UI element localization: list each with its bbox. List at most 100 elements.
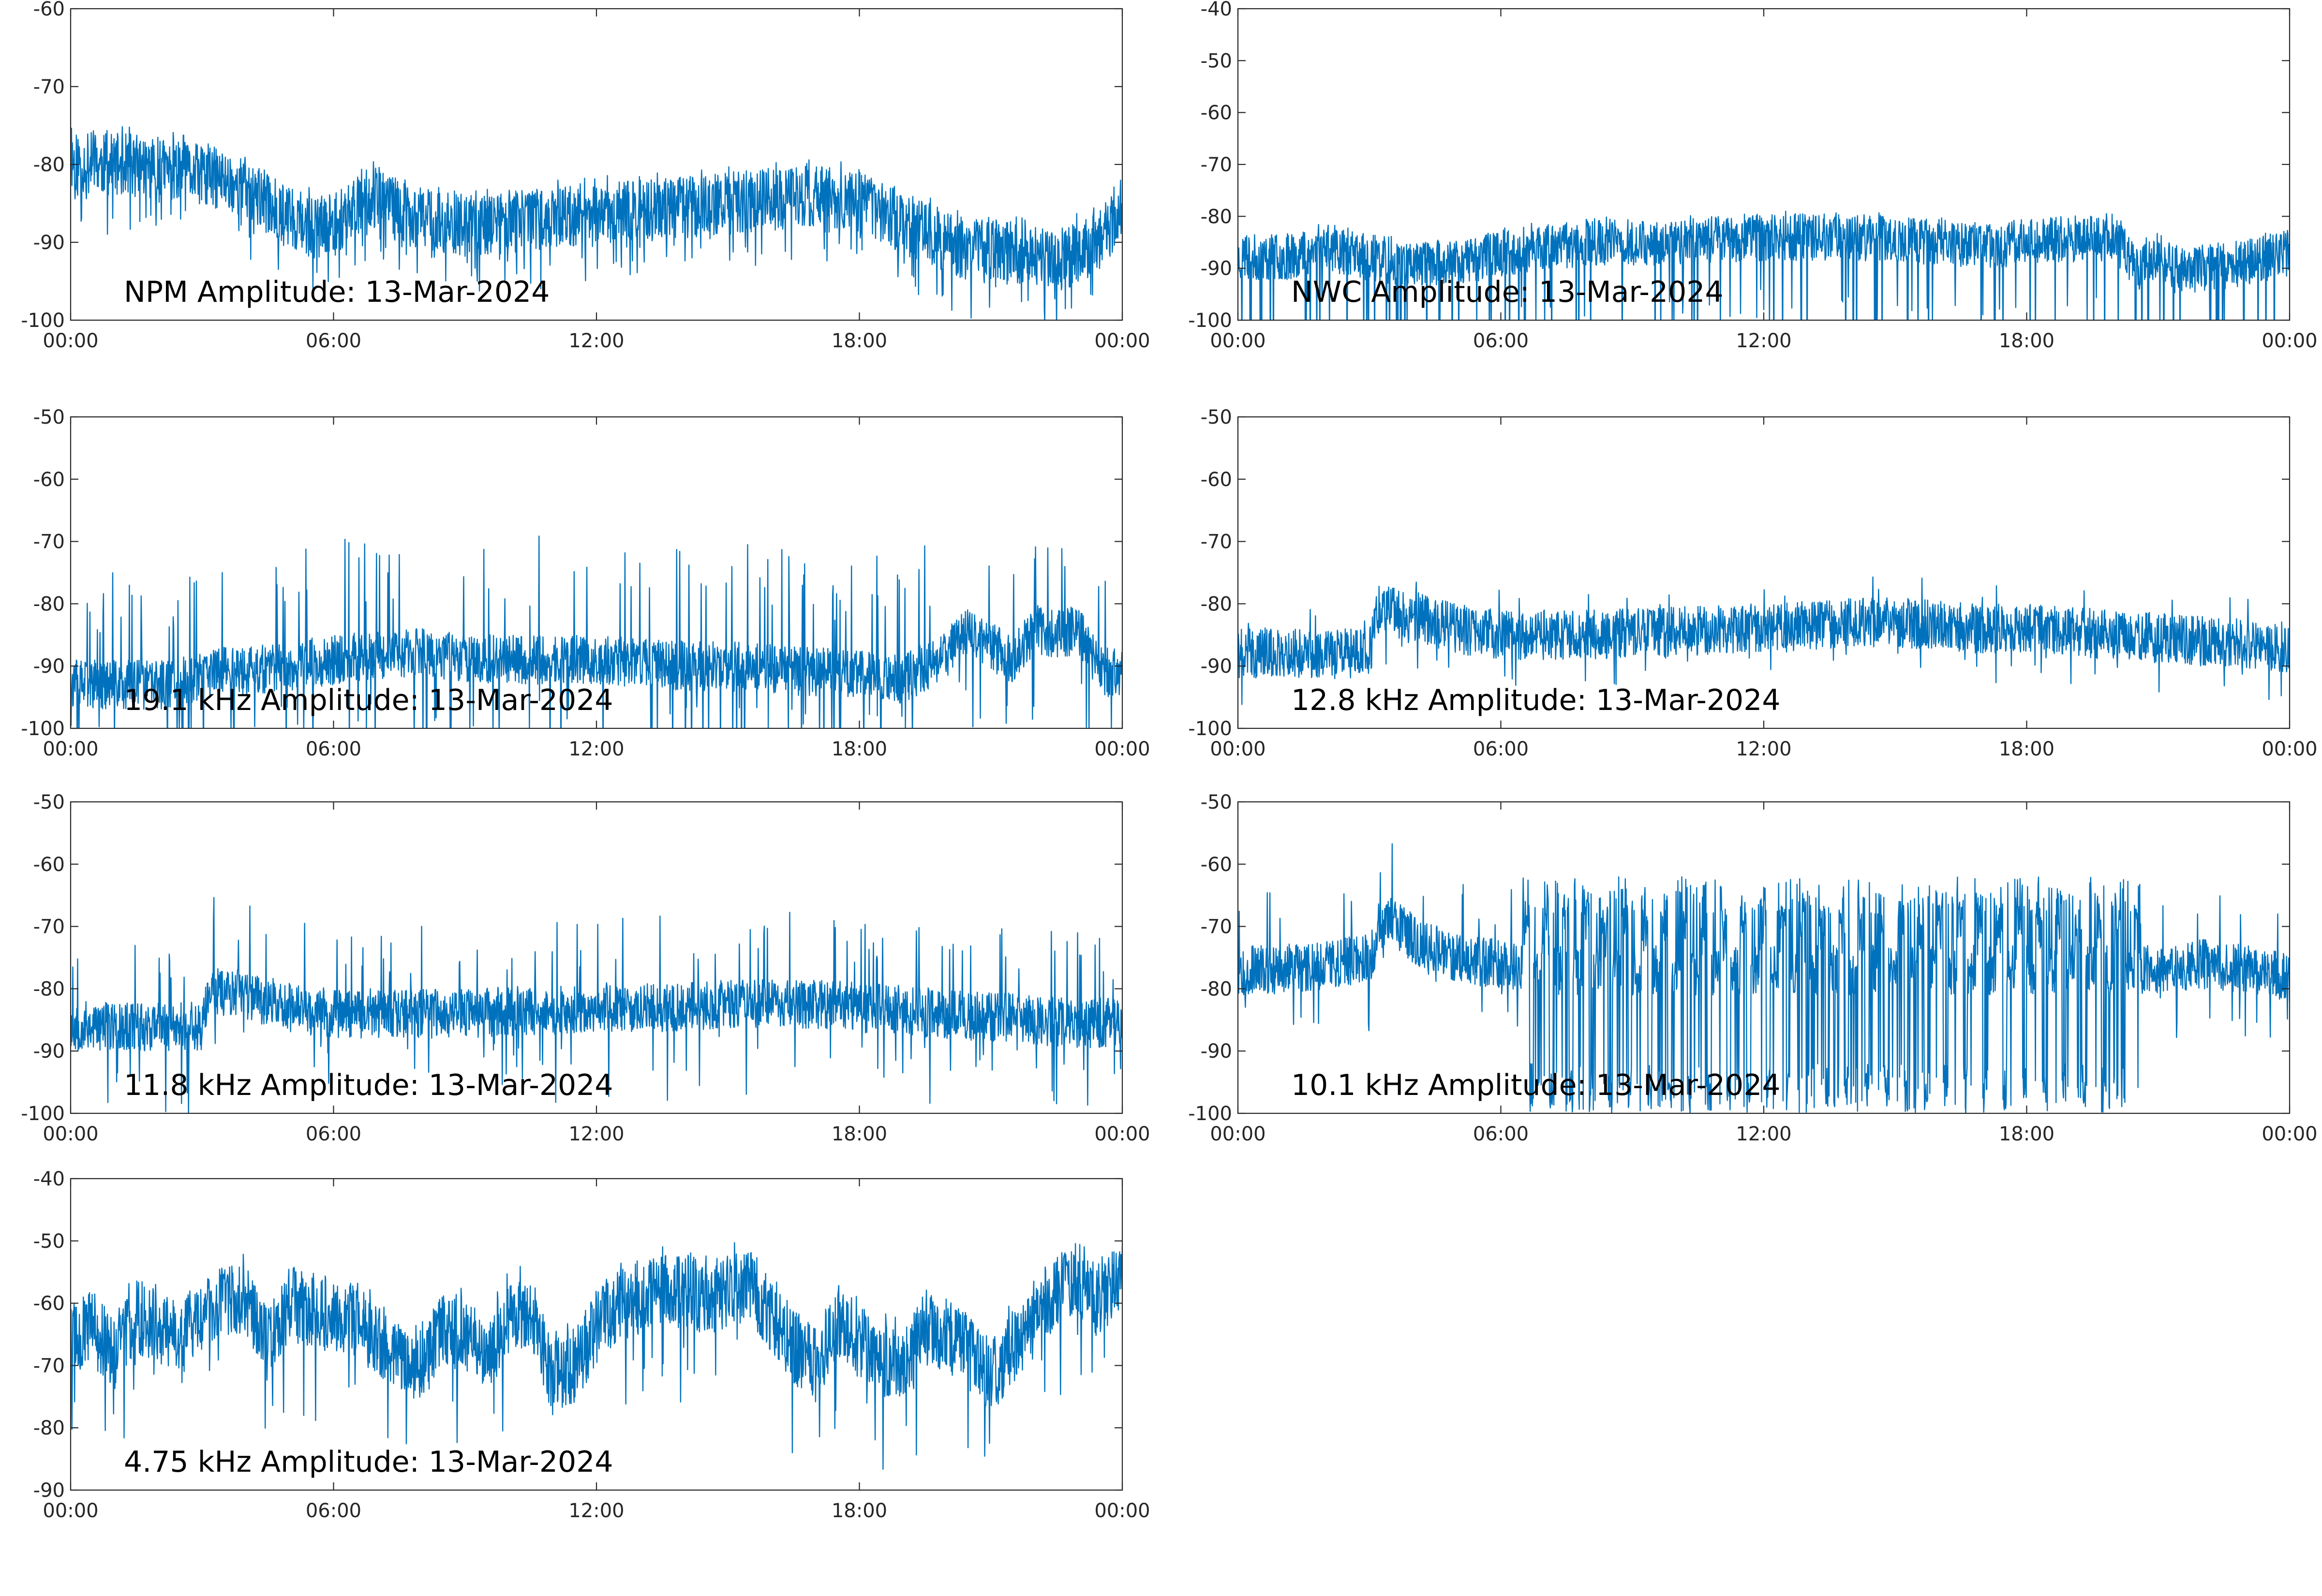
y-tick-label: -100	[1188, 1103, 1232, 1125]
y-tick-label: -80	[33, 978, 65, 1000]
x-tick-label: 12:00	[568, 1123, 624, 1145]
x-tick-label: 00:00	[2262, 330, 2317, 352]
x-tick-label: 06:00	[1473, 1123, 1529, 1145]
y-tick-label: -60	[1201, 854, 1232, 876]
y-tick-label: -60	[33, 854, 65, 876]
y-tick-label: -70	[33, 531, 65, 553]
y-tick-label: -100	[1188, 310, 1232, 332]
y-tick-label: -60	[1201, 469, 1232, 491]
series-line	[1238, 210, 2290, 320]
y-tick-label: -70	[1201, 154, 1232, 176]
x-tick-label: 00:00	[1210, 330, 1265, 352]
y-tick-label: -90	[33, 1040, 65, 1063]
y-tick-label: -70	[33, 1355, 65, 1377]
x-tick-label: 18:00	[832, 1500, 887, 1522]
y-tick-label: -50	[1201, 406, 1232, 429]
x-tick-label: 12:00	[568, 330, 624, 352]
y-tick-label: -70	[1201, 916, 1232, 938]
y-tick-label: -80	[1201, 206, 1232, 228]
panel-title: 11.8 kHz Amplitude: 13-Mar-2024	[124, 1068, 613, 1102]
series-line	[71, 1242, 1122, 1470]
x-tick-label: 00:00	[43, 1500, 98, 1522]
y-tick-label: -50	[33, 1230, 65, 1253]
x-tick-label: 00:00	[1094, 738, 1150, 760]
x-tick-label: 00:00	[43, 330, 98, 352]
x-tick-label: 06:00	[306, 1123, 361, 1145]
chart-panel-5: -100 -90 -80 -70 -60 -50 00:00 06:00 12:00 18:00 0…	[21, 791, 1150, 1145]
y-tick-label: -100	[1188, 718, 1232, 740]
y-tick-label: -90	[1201, 258, 1232, 280]
x-tick-label: 18:00	[832, 330, 887, 352]
y-tick-label: -60	[33, 1293, 65, 1315]
x-tick-label: 00:00	[2262, 738, 2317, 760]
x-tick-label: 06:00	[306, 1500, 361, 1522]
y-tick-label: -70	[1201, 531, 1232, 553]
x-tick-label: 18:00	[1999, 1123, 2054, 1145]
x-tick-label: 00:00	[1210, 738, 1265, 760]
y-tick-label: -50	[33, 406, 65, 429]
y-tick-label: -80	[33, 154, 65, 176]
x-tick-label: 00:00	[1094, 1123, 1150, 1145]
x-tick-label: 00:00	[43, 738, 98, 760]
y-tick-label: -50	[1201, 50, 1232, 72]
x-tick-label: 00:00	[1094, 330, 1150, 352]
series-line	[71, 535, 1122, 728]
y-tick-label: -40	[1201, 0, 1232, 20]
y-tick-label: -60	[33, 469, 65, 491]
x-tick-label: 18:00	[832, 1123, 887, 1145]
x-tick-label: 06:00	[1473, 738, 1529, 760]
x-tick-label: 18:00	[1999, 738, 2054, 760]
chart-panel-7: -90 -80 -70 -60 -50 -40 00:00 06:00 12:00 18:00 00…	[33, 1168, 1150, 1522]
panel-title: 10.1 kHz Amplitude: 13-Mar-2024	[1291, 1068, 1781, 1102]
x-tick-label: 12:00	[568, 1500, 624, 1522]
y-tick-label: -50	[1201, 791, 1232, 813]
y-tick-label: -80	[1201, 593, 1232, 615]
panel-title: 12.8 kHz Amplitude: 13-Mar-2024	[1291, 683, 1781, 717]
y-tick-label: -90	[33, 1479, 65, 1502]
y-tick-label: -90	[1201, 1040, 1232, 1063]
series-line	[1238, 576, 2290, 705]
series-line	[71, 126, 1122, 320]
x-tick-label: 06:00	[1473, 330, 1529, 352]
series-line	[71, 897, 1122, 1113]
chart-panel-2: -100 -90 -80 -70 -60 -50 -40 00:00 06:00 12:00 18:…	[1188, 0, 2317, 352]
x-tick-label: 12:00	[1736, 330, 1791, 352]
panel-title: 19.1 kHz Amplitude: 13-Mar-2024	[124, 683, 613, 717]
x-tick-label: 12:00	[1736, 1123, 1791, 1145]
y-tick-label: -40	[33, 1168, 65, 1190]
x-tick-label: 18:00	[832, 738, 887, 760]
y-tick-label: -60	[33, 0, 65, 20]
chart-panel-6: -100 -90 -80 -70 -60 -50 00:00 06:00 12:00 18:00 0…	[1188, 791, 2317, 1145]
panel-title: 4.75 kHz Amplitude: 13-Mar-2024	[124, 1445, 613, 1479]
y-tick-label: -60	[1201, 102, 1232, 124]
y-tick-label: -90	[33, 655, 65, 678]
panel-title: NWC Amplitude: 13-Mar-2024	[1291, 275, 1724, 309]
x-tick-label: 00:00	[1094, 1500, 1150, 1522]
chart-panel-3: -100 -90 -80 -70 -60 -50 00:00 06:00 12:00 18:00 0…	[21, 406, 1150, 760]
y-tick-label: -90	[33, 232, 65, 254]
y-tick-label: -90	[1201, 655, 1232, 678]
y-tick-label: -100	[21, 1103, 65, 1125]
x-tick-label: 06:00	[306, 330, 361, 352]
x-tick-label: 12:00	[568, 738, 624, 760]
x-tick-label: 18:00	[1999, 330, 2054, 352]
x-tick-label: 06:00	[306, 738, 361, 760]
y-tick-label: -70	[33, 76, 65, 98]
y-tick-label: -100	[21, 718, 65, 740]
y-tick-label: -80	[33, 1417, 65, 1439]
x-tick-label: 00:00	[1210, 1123, 1265, 1145]
y-tick-label: -80	[1201, 978, 1232, 1000]
y-tick-label: -70	[33, 916, 65, 938]
y-tick-label: -100	[21, 310, 65, 332]
chart-panel-4: -100 -90 -80 -70 -60 -50 00:00 06:00 12:00 18:00 0…	[1188, 406, 2317, 760]
chart-panel-1: -100 -90 -80 -70 -60 00:00 06:00 12:00 18:00 00:0…	[21, 0, 1150, 352]
x-tick-label: 12:00	[1736, 738, 1791, 760]
plot-frame	[1237, 416, 2291, 729]
x-tick-label: 00:00	[2262, 1123, 2317, 1145]
x-tick-label: 00:00	[43, 1123, 98, 1145]
plot-frame	[70, 801, 1123, 1114]
panel-title: NPM Amplitude: 13-Mar-2024	[124, 275, 550, 309]
y-tick-label: -50	[33, 791, 65, 813]
series-line	[1238, 843, 2290, 1113]
